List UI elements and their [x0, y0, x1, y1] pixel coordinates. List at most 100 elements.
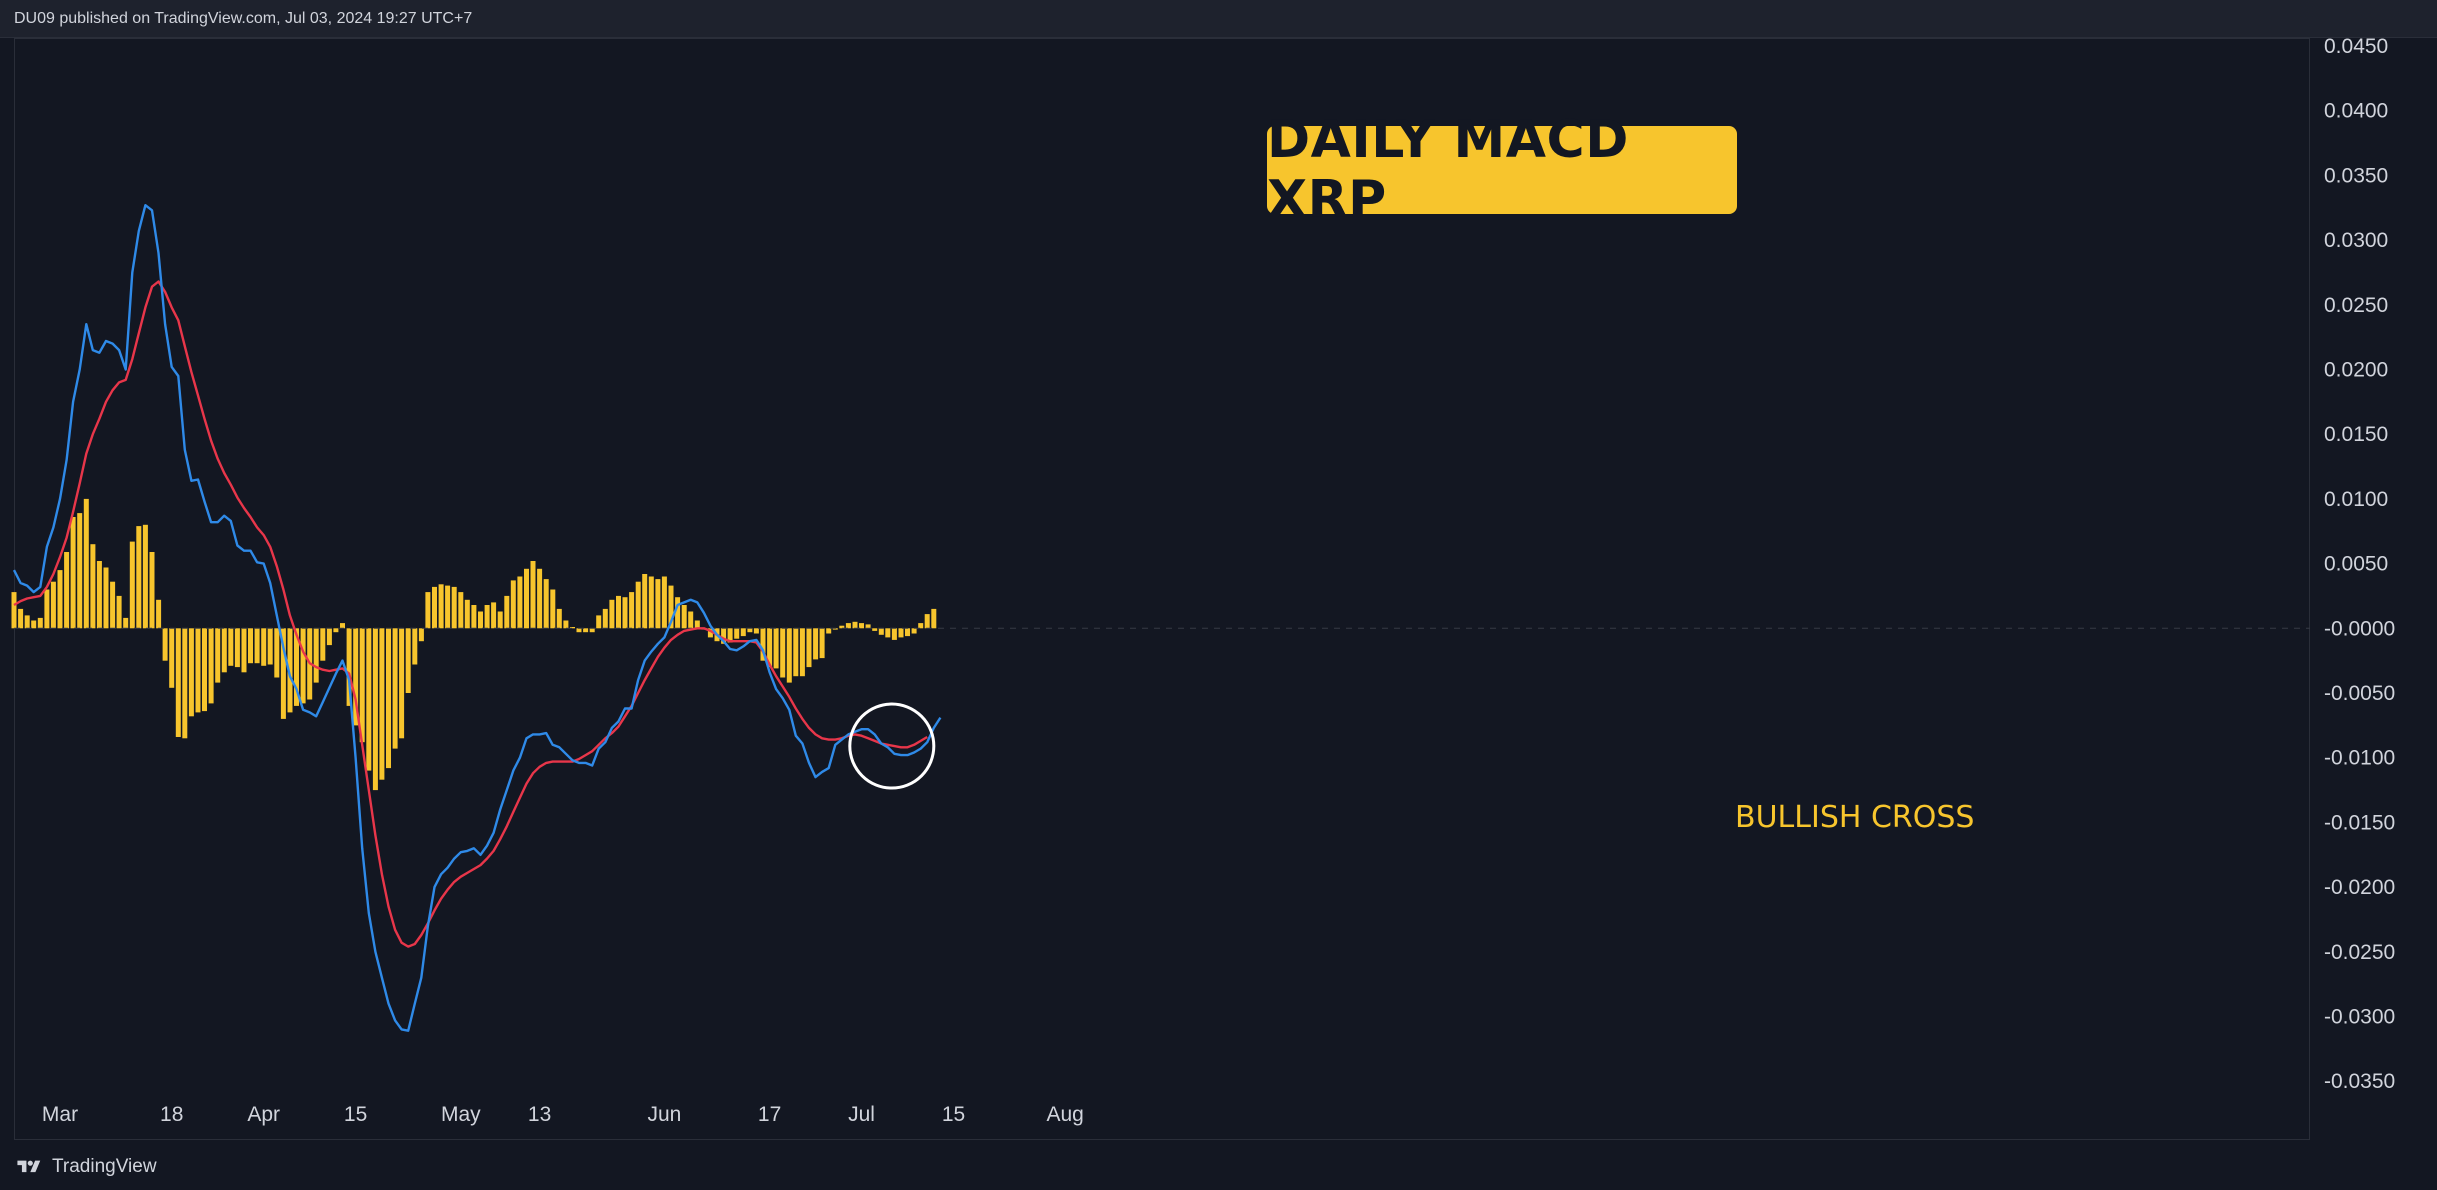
histogram-bar [248, 628, 253, 664]
x-tick-label: Jun [647, 1103, 681, 1126]
histogram-bar [195, 628, 201, 713]
x-tick-label: Apr [247, 1103, 280, 1126]
histogram-bar [188, 628, 194, 717]
y-tick-label: -0.0200 [2324, 876, 2395, 899]
x-tick-label: Mar [42, 1103, 78, 1126]
histogram-bar [162, 628, 168, 661]
histogram-bar [786, 628, 792, 683]
histogram-bar [169, 628, 175, 688]
y-tick-label: -0.0050 [2324, 682, 2395, 705]
publish-info: DU09 published on TradingView.com, Jul 0… [14, 10, 473, 27]
histogram-bar [294, 628, 299, 706]
histogram-bar [635, 581, 641, 629]
histogram-bar [136, 526, 142, 629]
histogram-bar [760, 628, 766, 661]
histogram-bar [806, 628, 812, 668]
x-tick-label: 15 [344, 1103, 367, 1126]
histogram-bar [70, 517, 76, 629]
histogram-bar [747, 628, 753, 633]
y-tick-label: 0.0050 [2324, 553, 2388, 576]
histogram-bar [142, 524, 148, 629]
histogram-bar [24, 615, 30, 629]
histogram-bar [287, 628, 293, 713]
histogram-bar [458, 592, 464, 629]
histogram-bar [885, 628, 891, 638]
histogram-bar [681, 605, 687, 629]
histogram-bar [721, 628, 727, 644]
histogram-bar [90, 544, 96, 629]
y-tick-label: -0.0250 [2324, 941, 2395, 964]
histogram-bar [241, 628, 247, 673]
y-tick-label: 0.0450 [2324, 35, 2388, 58]
histogram-bar [208, 628, 214, 704]
histogram-bar [530, 561, 536, 629]
histogram-bar [464, 599, 470, 629]
histogram-bar [589, 628, 595, 633]
y-tick-label: 0.0100 [2324, 488, 2388, 511]
histogram-bar [845, 623, 851, 629]
histogram-layer [11, 498, 937, 791]
histogram-bar [221, 628, 227, 673]
histogram-bar [445, 585, 451, 629]
y-tick-label: -0.0100 [2324, 747, 2395, 770]
tradingview-logo-icon [17, 1160, 41, 1173]
y-tick-label: -0.0000 [2324, 617, 2395, 640]
histogram-bar [313, 628, 319, 683]
histogram-bar [399, 628, 405, 739]
histogram-bar [340, 623, 345, 629]
bullish-cross-circle [848, 702, 936, 790]
histogram-bar [484, 605, 490, 629]
histogram-bar [116, 595, 122, 629]
histogram-bar [57, 570, 63, 629]
histogram-bar [819, 628, 825, 659]
histogram-bar [616, 595, 621, 629]
x-tick-label: 18 [160, 1103, 183, 1126]
histogram-bar [773, 628, 779, 669]
histogram-bar [655, 579, 661, 629]
histogram-bar [537, 568, 543, 629]
y-tick-label: 0.0250 [2324, 294, 2388, 317]
histogram-bar [432, 586, 437, 629]
histogram-bar [438, 584, 444, 629]
histogram-bar [96, 561, 102, 629]
histogram-bar [524, 568, 529, 629]
histogram-bar [202, 628, 207, 712]
histogram-bar [832, 628, 838, 630]
histogram-bar [694, 620, 700, 629]
histogram-bar [543, 579, 549, 629]
brand-label: TradingView [52, 1156, 157, 1177]
histogram-bar [740, 628, 746, 637]
histogram-bar [727, 628, 733, 643]
lines-layer [12, 203, 942, 1032]
histogram-bar [753, 628, 759, 634]
histogram-bar [267, 628, 273, 665]
histogram-bar [839, 625, 845, 629]
histogram-bar [675, 597, 681, 629]
histogram-bar [813, 628, 819, 660]
histogram-bar [550, 589, 556, 629]
signal-line [13, 280, 928, 948]
tradingview-brand[interactable]: TradingView [14, 1156, 157, 1178]
histogram-bar [353, 628, 359, 726]
histogram-bar [392, 628, 398, 749]
macd-chart[interactable]: 0.0450 0.0400 0.0350 0.0300 0.0250 0.0200 0.01… [0, 0, 2437, 1140]
histogram-bar [478, 611, 483, 629]
histogram-bar [412, 628, 418, 665]
histogram-bar [596, 615, 602, 629]
histogram-bar [405, 628, 411, 693]
histogram-bar [491, 602, 497, 629]
histogram-bar [418, 628, 424, 642]
histogram-bar [280, 628, 286, 719]
histogram-bar [386, 628, 391, 769]
histogram-bar [826, 628, 832, 634]
footer: TradingView [0, 1140, 2437, 1190]
histogram-bar [346, 628, 352, 706]
x-tick-label: Jul [848, 1103, 875, 1126]
histogram-bar [793, 628, 799, 677]
histogram-bar [918, 623, 924, 629]
histogram-bar [570, 627, 575, 629]
histogram-bar [471, 605, 477, 629]
histogram-bar [629, 592, 635, 629]
histogram-bar [865, 624, 871, 629]
histogram-bar [905, 628, 910, 637]
